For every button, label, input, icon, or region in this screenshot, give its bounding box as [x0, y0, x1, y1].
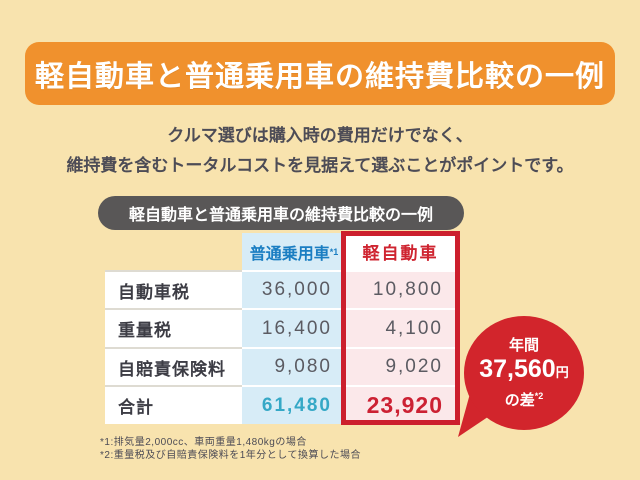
intro-text: クルマ選びは購入時の費用だけでなく、 維持費を含むトータルコストを見据えて選ぶこ…: [0, 121, 640, 181]
footnotes: *1:排気量2,000cc、車両重量1,480kgの場合 *2:重量税及び自賠責…: [100, 436, 361, 462]
table-caption-text: 軽自動車と普通乗用車の維持費比較の一例: [128, 207, 433, 224]
header-futsu-footnote-marker: *1: [329, 246, 339, 257]
bubble-savings-amount: 37,560円: [479, 355, 568, 387]
row-jidoushazei-label: 自動車税: [105, 270, 242, 308]
header-empty-cell: [105, 233, 242, 270]
table-caption-badge: 軽自動車と普通乗用車の維持費比較の一例: [98, 196, 464, 230]
footnote-1: *1:排気量2,000cc、車両重量1,480kgの場合: [100, 437, 307, 448]
row-jidoushazei-futsu-value: 36,000: [242, 270, 346, 308]
row-jidoushazei-kei-value: 10,800: [346, 270, 455, 308]
row-total-kei-value: 23,920: [346, 385, 455, 424]
bubble-footnote-marker: *2: [534, 390, 544, 401]
header-futsu-label: 普通乗用車: [249, 245, 330, 263]
bubble-line-difference: の差*2: [505, 387, 544, 410]
header-kei-cell: 軽自動車: [346, 233, 455, 270]
annual-savings-bubble: 年間 37,560円 の差*2: [464, 316, 584, 430]
cost-comparison-table: 普通乗用車 *1 軽自動車 自動車税 36,000 10,800 重量税 16,4…: [105, 233, 455, 424]
bubble-difference-text: の差: [504, 391, 535, 409]
row-jibaiseki-label: 自賠責保険料: [105, 347, 242, 385]
row-total-futsu-value: 61,480: [242, 385, 346, 424]
bubble-line-annual: 年間: [508, 336, 539, 354]
header-futsu-cell: 普通乗用車 *1: [242, 233, 346, 270]
intro-line-2: 維持費を含むトータルコストを見据えて選ぶことがポイントです。: [66, 156, 574, 175]
row-juuryouzei-kei-value: 4,100: [346, 308, 455, 347]
page-title: 軽自動車と普通乗用車の維持費比較の一例: [25, 42, 615, 105]
row-total-label: 合計: [105, 385, 242, 424]
row-jibaiseki-futsu-value: 9,080: [242, 347, 346, 385]
intro-line-1: クルマ選びは購入時の費用だけでなく、: [167, 126, 473, 145]
row-juuryouzei-label: 重量税: [105, 308, 242, 347]
bubble-amount-number: 37,560: [479, 354, 556, 383]
page-title-text: 軽自動車と普通乗用車の維持費比較の一例: [34, 60, 605, 93]
row-juuryouzei-futsu-value: 16,400: [242, 308, 346, 347]
bubble-amount-unit: 円: [555, 364, 569, 380]
header-kei-label: 軽自動車: [362, 244, 439, 263]
row-jibaiseki-kei-value: 9,020: [346, 347, 455, 385]
footnote-2: *2:重量税及び自賠責保険料を1年分として換算した場合: [100, 450, 361, 461]
